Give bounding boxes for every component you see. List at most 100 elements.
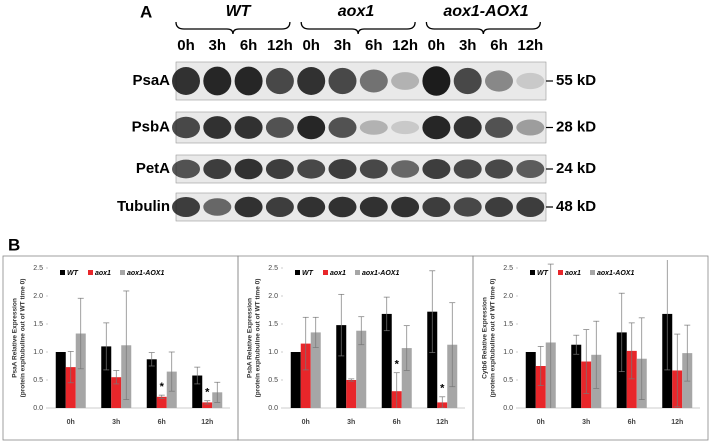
timepoint-label: 0h	[428, 37, 446, 54]
blot-band	[203, 159, 232, 179]
timepoint-label: 12h	[267, 37, 293, 54]
panel-label: A	[140, 2, 152, 21]
blot-band	[203, 66, 232, 96]
blot-band	[328, 159, 357, 179]
blot-band	[328, 117, 357, 138]
y-tick-label: 1.5	[268, 321, 278, 328]
blot-band	[297, 159, 326, 179]
error-bar	[393, 372, 400, 408]
blot-band	[422, 115, 451, 140]
error-bar	[103, 322, 110, 371]
error-bar	[403, 325, 410, 371]
x-tick-label: 3h	[582, 419, 590, 426]
blot-band	[234, 66, 263, 96]
timepoint-label: 6h	[240, 37, 258, 54]
group-label: WT	[226, 3, 252, 20]
error-bar	[358, 316, 365, 346]
blot-band	[265, 159, 294, 179]
x-tick-label: 3h	[112, 419, 120, 426]
bar	[300, 343, 311, 408]
error-bar	[158, 394, 165, 399]
error-bar	[449, 302, 456, 388]
timepoint-label: 0h	[302, 37, 320, 54]
bar	[111, 377, 122, 408]
bar	[571, 344, 582, 408]
protein-label: PsaA	[132, 72, 170, 89]
error-bar	[214, 381, 221, 403]
legend-label: WT	[302, 270, 314, 277]
error-bar	[684, 324, 691, 382]
bar	[401, 348, 412, 408]
significance-mark: *	[205, 387, 210, 399]
y-tick-label: 2.5	[503, 265, 513, 272]
blot-band	[453, 159, 482, 179]
size-label: 55 kD	[556, 72, 596, 89]
bar	[381, 313, 392, 408]
x-tick-label: 12h	[201, 419, 213, 426]
blot-band	[391, 72, 420, 90]
y-axis-label: (protein exp/tubuline out of WT time 0)	[255, 279, 262, 398]
y-axis-label: PsbA Relative Expression	[247, 298, 254, 378]
y-tick-label: 2.5	[268, 265, 278, 272]
blot-band	[359, 159, 388, 179]
legend-swatch	[590, 270, 595, 275]
blot-band	[234, 196, 263, 218]
plot	[55, 290, 223, 408]
error-bar	[338, 293, 345, 357]
bar	[75, 333, 86, 408]
error-bar	[383, 296, 390, 332]
legend-label: aox1-AOX1	[127, 270, 164, 277]
size-label: 48 kD	[556, 198, 596, 215]
y-tick-label: 0.0	[503, 405, 513, 412]
blot-band	[516, 159, 545, 179]
x-tick-label: 0h	[67, 419, 75, 426]
plot	[290, 270, 458, 408]
error-bar	[194, 366, 201, 385]
group-label: aox1-AOX1	[443, 3, 528, 20]
significance-mark: *	[395, 359, 400, 371]
blot-band	[203, 198, 232, 216]
y-axis-label: (protein exp/tubuline out of WT time 0)	[20, 279, 27, 398]
error-bar	[348, 378, 355, 382]
bar	[535, 366, 546, 408]
error-bar	[123, 290, 130, 400]
protein-label: PsbA	[132, 118, 171, 135]
blot-band	[485, 70, 513, 92]
bar	[146, 359, 157, 408]
legend-swatch	[530, 270, 535, 275]
timepoint-label: 6h	[490, 37, 508, 54]
legend-swatch	[295, 270, 300, 275]
bar	[310, 332, 321, 408]
y-tick-label: 1.5	[503, 321, 513, 328]
blot-band	[297, 115, 326, 140]
y-axis-label: PsaA Relative Expression	[12, 298, 19, 378]
blot-band	[234, 116, 263, 139]
blot-band	[391, 196, 420, 218]
timepoint-label: 3h	[334, 37, 352, 54]
blot-band	[172, 159, 200, 179]
blot-band	[516, 72, 545, 90]
x-tick-label: 6h	[393, 419, 401, 426]
y-axis-label: (protein exp/tubuline out of WT time 0)	[490, 279, 497, 398]
blot-band	[297, 67, 326, 95]
panel-label: B	[8, 235, 20, 254]
bar	[427, 311, 438, 408]
timepoint-label: 12h	[517, 37, 543, 54]
blot-band	[516, 197, 545, 217]
y-tick-label: 2.0	[503, 293, 513, 300]
brace	[175, 21, 291, 35]
y-tick-label: 0.0	[268, 405, 278, 412]
legend-label: aox1-AOX1	[362, 270, 399, 277]
error-bar	[674, 333, 681, 408]
plot	[525, 260, 693, 408]
legend-swatch	[120, 270, 125, 275]
legend-swatch	[60, 270, 65, 275]
blot-band	[422, 66, 451, 96]
blot-band	[485, 117, 513, 138]
error-bar	[547, 263, 554, 408]
bar	[65, 367, 76, 408]
legend-swatch	[355, 270, 360, 275]
timepoint-label: 0h	[177, 37, 195, 54]
legend-label: aox1-AOX1	[597, 270, 634, 277]
error-bar	[113, 370, 120, 385]
